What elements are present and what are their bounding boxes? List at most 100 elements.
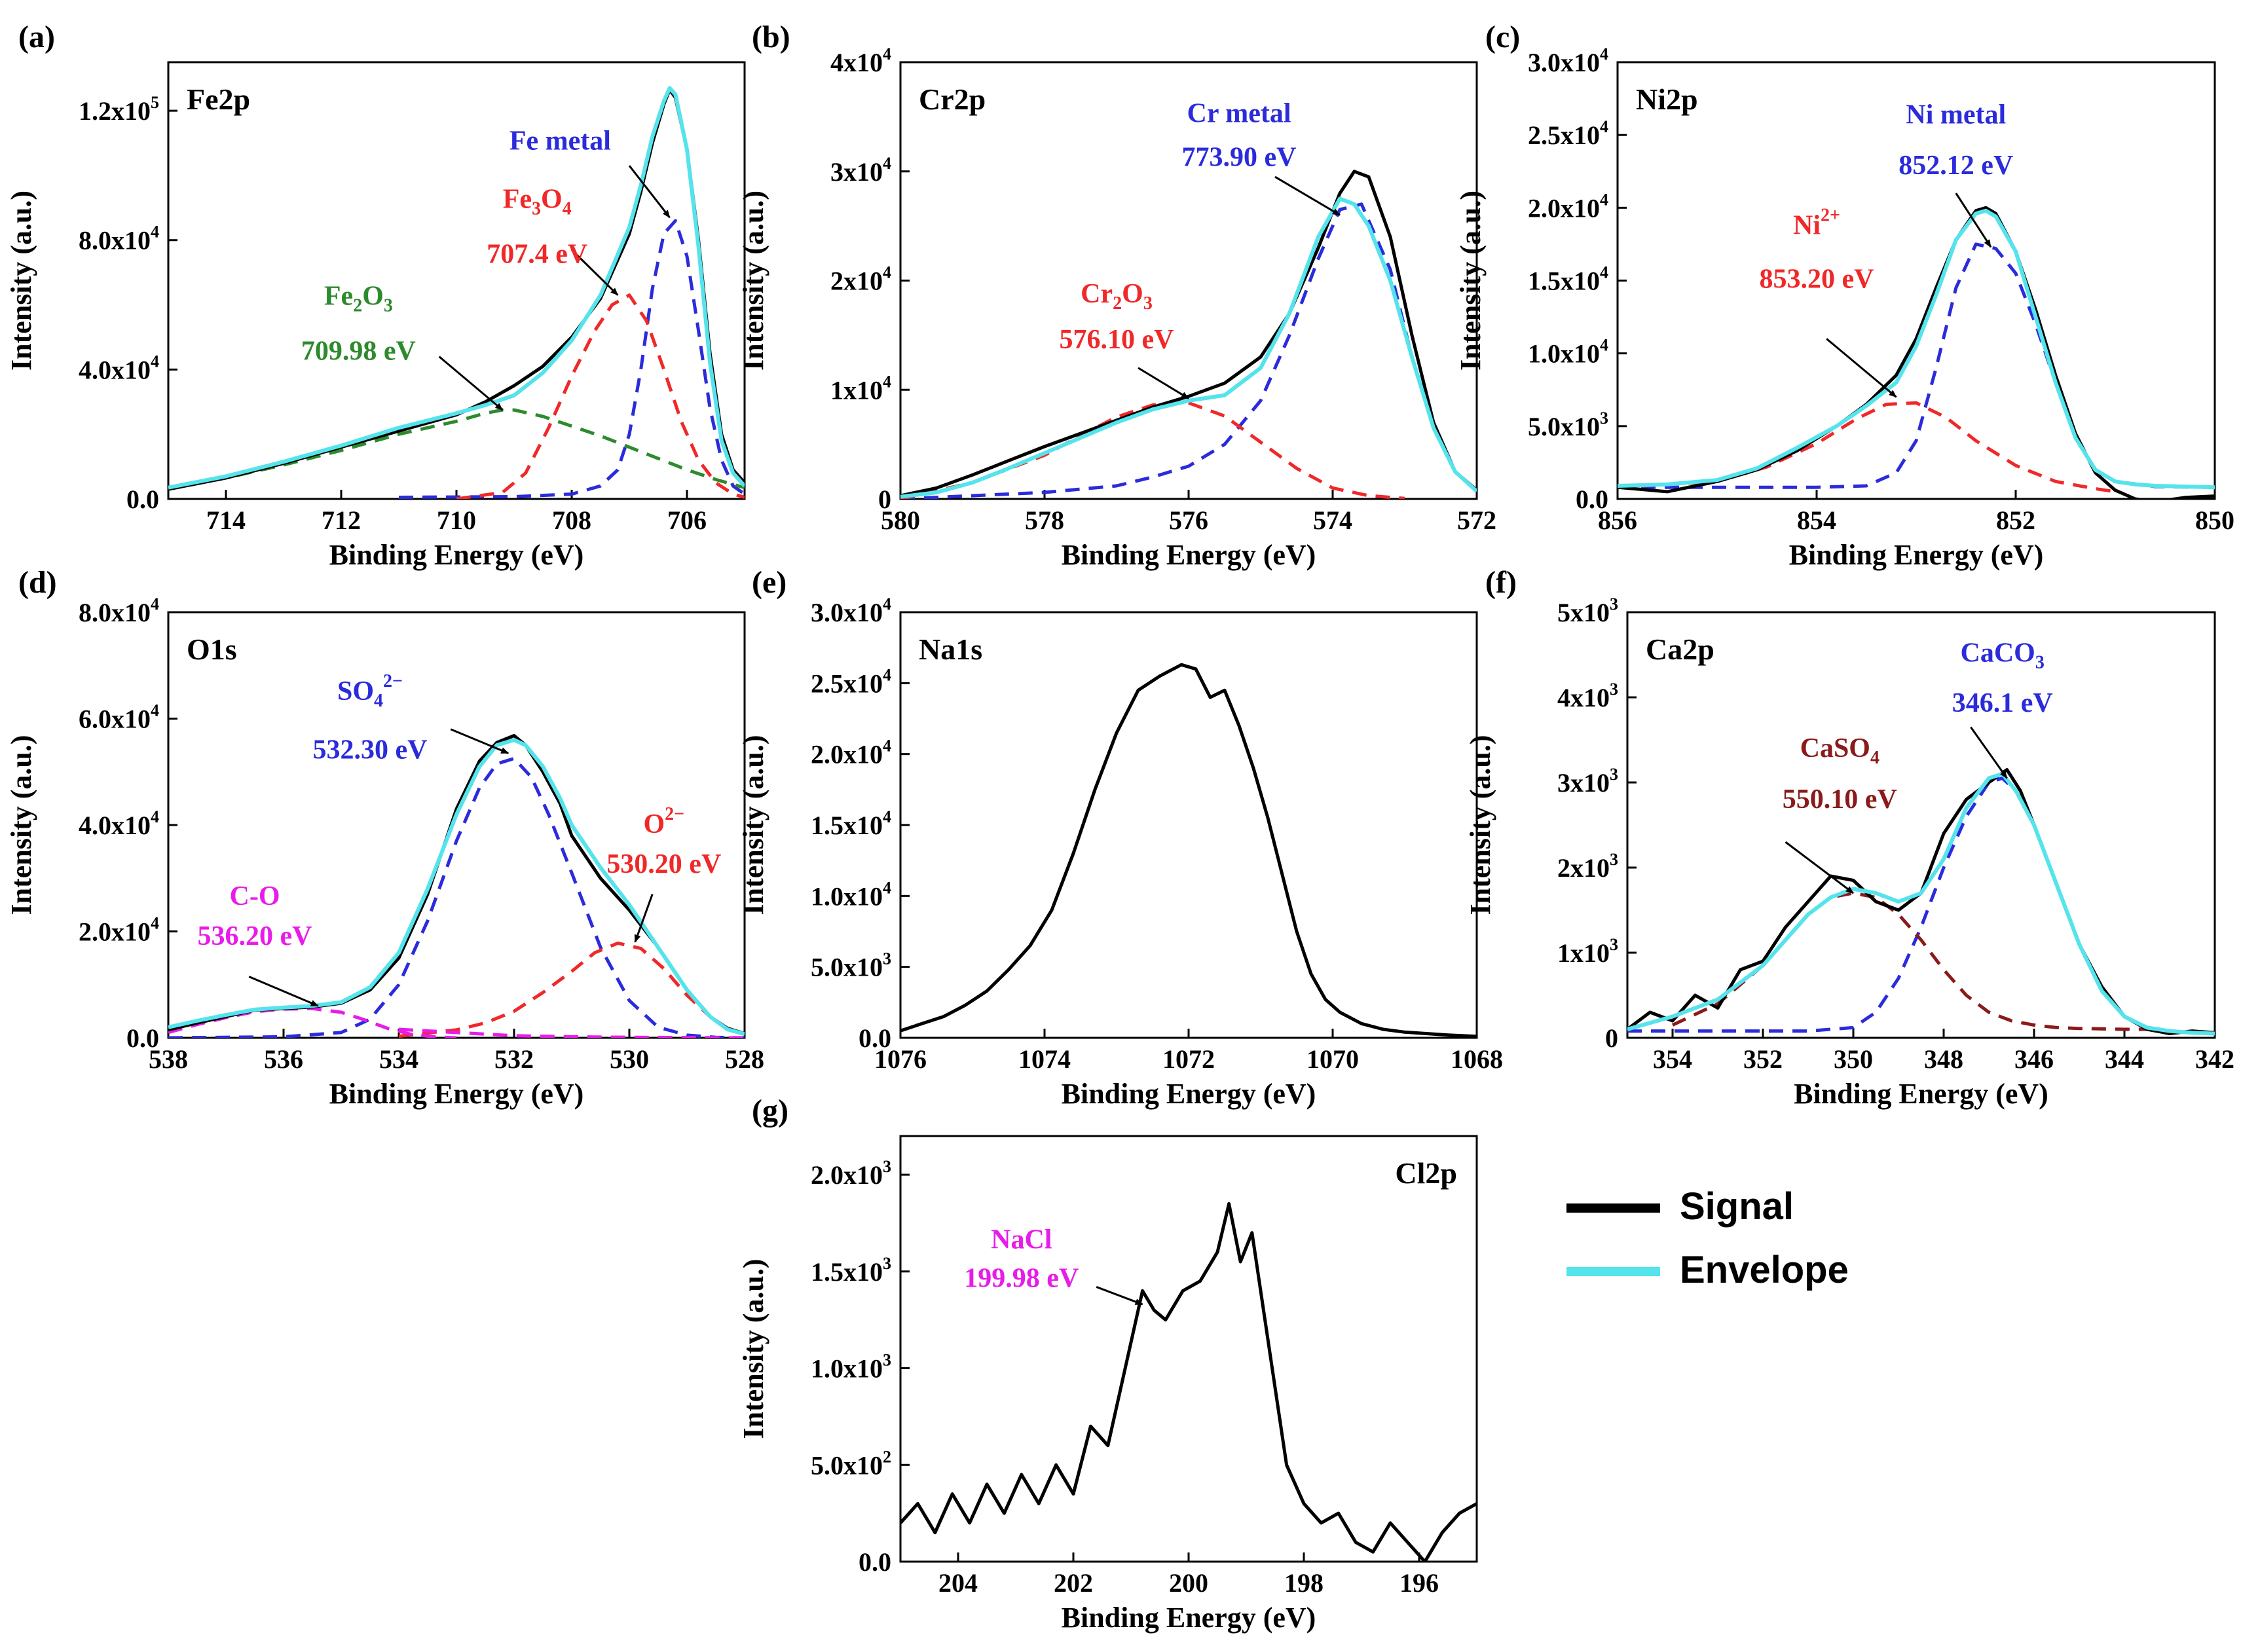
x-tick-label: 710 <box>437 505 476 535</box>
y-tick-label: 0.0 <box>859 1547 891 1577</box>
panel-ni2p: (c) 856 854 852 850 0.0 5.0x103 1.0x104 1.5x104 2… <box>1454 20 2234 571</box>
x-axis-label: Binding Energy (eV) <box>1794 1078 2048 1110</box>
y-tick-label: 2.0x103 <box>811 1157 891 1190</box>
series-caso4 <box>1671 891 2147 1031</box>
x-tick-label: 708 <box>552 505 591 535</box>
x-tick-label: 850 <box>2195 505 2234 535</box>
x-tick-label: 196 <box>1399 1568 1439 1598</box>
y-tick-label: 3x104 <box>830 154 891 187</box>
series-signal <box>1627 768 2215 1035</box>
panel-letter: (c) <box>1485 20 1520 54</box>
y-tick-label: 2.5x104 <box>811 665 891 698</box>
peak-annotation: 532.30 eV <box>313 735 428 765</box>
x-tick-label: 346 <box>2014 1044 2054 1074</box>
x-tick-label: 572 <box>1457 505 1496 535</box>
annotation-arrow <box>1955 193 1992 248</box>
series-cr-metal <box>900 202 1477 499</box>
annotation-arrow <box>1138 367 1189 399</box>
y-tick-label: 0.0 <box>126 485 159 514</box>
series-signal <box>900 663 1477 1038</box>
annotation-arrow <box>1785 841 1854 894</box>
series-envelope <box>900 196 1477 499</box>
peak-annotation: 199.98 eV <box>964 1263 1079 1293</box>
panel-title: Na1s <box>919 633 982 666</box>
y-tick-label: 2.0x104 <box>811 737 891 769</box>
plot-frame <box>1626 611 2216 1039</box>
peak-annotation: Fe metal <box>509 126 611 156</box>
y-tick-label: 1.0x104 <box>811 878 891 911</box>
panel-o1s: (d) 538 536 534 532 530 528 0.0 2.0x104 4.0x104 6.… <box>5 565 764 1110</box>
series-envelope <box>168 86 745 490</box>
annotation-arrow <box>1096 1286 1143 1306</box>
y-tick-label: 0.0 <box>126 1023 159 1053</box>
legend: Signal Envelope <box>1566 1185 1849 1291</box>
y-axis-label: Intensity (a.u.) <box>5 191 37 371</box>
peak-annotation: Fe3O4 <box>503 184 572 219</box>
panel-letter: (a) <box>18 20 55 54</box>
x-tick-label: 350 <box>1834 1044 1873 1074</box>
series-cr2o3 <box>900 401 1405 499</box>
y-tick-label: 4.0x104 <box>79 807 159 840</box>
y-tick-label: 0 <box>878 485 891 514</box>
y-tick-label: 5.0x103 <box>811 949 891 982</box>
peak-annotation: CaCO3 <box>1961 638 2045 672</box>
y-tick-label: 4x104 <box>830 45 891 77</box>
panel-letter: (b) <box>752 20 790 54</box>
y-axis-label: Intensity (a.u.) <box>5 735 37 915</box>
y-tick-label: 1x103 <box>1557 935 1618 968</box>
x-tick-label: 532 <box>494 1044 534 1074</box>
panel-title: Cl2p <box>1395 1156 1457 1190</box>
series-envelope <box>1627 772 2215 1036</box>
x-tick-label: 534 <box>379 1044 418 1074</box>
series-envelope <box>1618 208 2215 490</box>
y-tick-label: 8.0x104 <box>79 223 159 255</box>
annotation-arrow <box>1274 175 1341 216</box>
peak-annotation: 852.12 eV <box>1898 151 2013 181</box>
series-o2- <box>398 941 745 1038</box>
panel-fe2p: (a) 714 712 710 708 706 0.0 4.0x104 8.0x104 1.2x1… <box>5 20 746 571</box>
y-tick-label: 2x104 <box>830 263 891 296</box>
series-signal <box>900 1202 1477 1562</box>
x-tick-label: 856 <box>1598 505 1637 535</box>
y-tick-label: 0 <box>1605 1023 1618 1053</box>
y-tick-label: 3x103 <box>1557 765 1618 798</box>
y-axis-label: Intensity (a.u.) <box>737 735 769 915</box>
x-tick-label: 580 <box>881 505 920 535</box>
panel-cr2p: (b) 580 578 576 574 572 0 1x104 2x104 3x104 4x104 B… <box>737 20 1496 571</box>
x-tick-label: 852 <box>1996 505 2035 535</box>
y-tick-label: 1x104 <box>830 372 891 405</box>
y-tick-label: 5x103 <box>1557 595 1618 627</box>
y-tick-label: 5.0x103 <box>1528 409 1608 441</box>
panel-na1s: (e) 1076 1074 1072 1070 1068 0.0 5.0x103 1.0x104… <box>737 565 1503 1110</box>
y-tick-label: 2.0x104 <box>1528 190 1608 223</box>
y-axis-label: Intensity (a.u.) <box>737 1258 769 1439</box>
y-tick-label: 4.0x104 <box>79 352 159 384</box>
series-signal <box>168 88 745 491</box>
x-axis-label: Binding Energy (eV) <box>1062 1602 1316 1634</box>
x-tick-label: 354 <box>1653 1044 1692 1074</box>
peak-annotation: 550.10 eV <box>1783 784 1897 815</box>
x-tick-label: 1074 <box>1018 1044 1071 1074</box>
x-tick-label: 202 <box>1054 1568 1093 1598</box>
peak-annotation: 346.1 eV <box>1952 688 2053 718</box>
peak-annotation: 707.4 eV <box>487 239 587 269</box>
peak-annotation: Fe2O3 <box>324 282 393 316</box>
y-tick-label: 2.5x104 <box>1528 117 1608 150</box>
y-tick-label: 5.0x102 <box>811 1447 891 1480</box>
y-tick-label: 1.5x104 <box>1528 263 1608 296</box>
x-tick-label: 538 <box>149 1044 188 1074</box>
x-tick-label: 530 <box>610 1044 649 1074</box>
y-tick-label: 1.2x105 <box>79 93 159 126</box>
x-tick-label: 200 <box>1169 1568 1208 1598</box>
peak-annotation: 709.98 eV <box>301 337 416 367</box>
x-axis-label: Binding Energy (eV) <box>1062 1078 1316 1110</box>
series-ni-metal <box>1618 242 2215 489</box>
x-tick-label: 344 <box>2105 1044 2144 1074</box>
annotation-arrow <box>570 249 619 296</box>
legend-label-signal: Signal <box>1680 1185 1794 1228</box>
x-tick-label: 204 <box>938 1568 978 1598</box>
x-tick-label: 1070 <box>1306 1044 1359 1074</box>
x-axis-label: Binding Energy (eV) <box>329 539 584 571</box>
x-tick-label: 1068 <box>1451 1044 1503 1074</box>
